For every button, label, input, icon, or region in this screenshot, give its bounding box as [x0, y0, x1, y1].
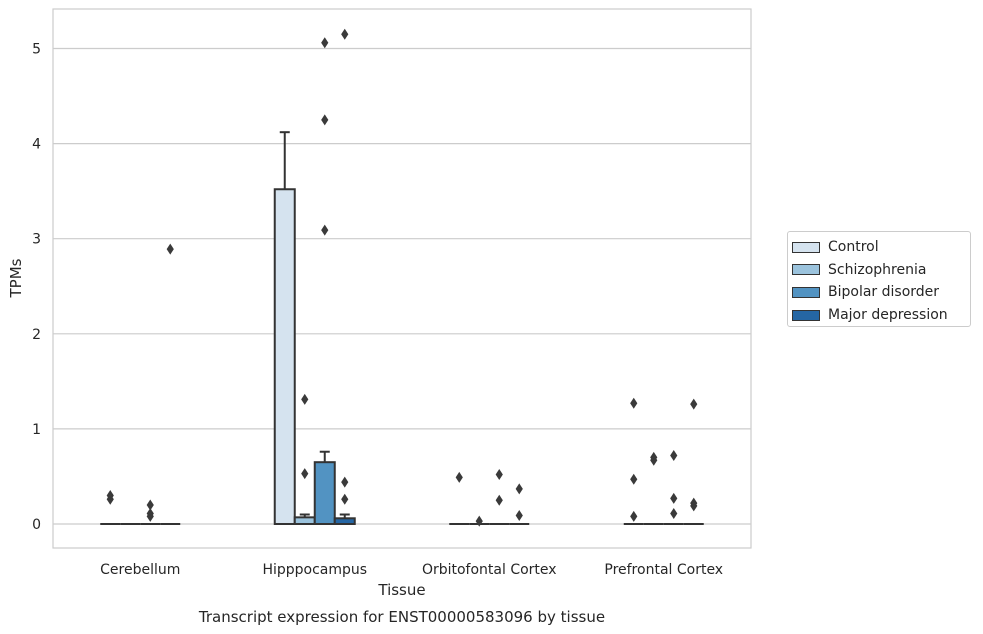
outlier-point [515, 509, 523, 521]
chart-title: Transcript expression for ENST0000058309… [198, 608, 605, 626]
bar [313, 461, 336, 525]
y-tick-label: 5 [32, 42, 41, 58]
outlier-point [670, 508, 678, 520]
outlier-point [495, 494, 503, 506]
legend: Control Schizophrenia Bipolar disorder Majo… [787, 231, 971, 327]
outlier-point [146, 499, 154, 511]
outlier-point [301, 393, 309, 405]
outlier-point [106, 493, 114, 505]
outlier-point [301, 468, 309, 480]
outlier-point [670, 492, 678, 504]
x-axis-label: Tissue [377, 581, 425, 599]
y-tick-label: 0 [32, 517, 41, 533]
outlier-point [670, 450, 678, 462]
outlier-point [321, 37, 329, 49]
legend-swatch [792, 264, 820, 276]
legend-swatch [792, 286, 820, 298]
outlier-point [166, 243, 174, 255]
outlier-point [690, 500, 698, 512]
outlier-point [321, 114, 329, 126]
y-tick-label: 3 [32, 232, 41, 248]
x-tick-label: Prefrontal Cortex [604, 562, 723, 578]
outlier-point [630, 510, 638, 522]
outlier-point [630, 397, 638, 409]
legend-label: Schizophrenia [828, 261, 927, 278]
outlier-point [341, 476, 349, 488]
outlier-point [146, 510, 154, 522]
x-tick-label: Cerebellum [100, 562, 180, 578]
bar [293, 516, 316, 526]
outlier-point [690, 398, 698, 410]
y-tick-label: 4 [32, 137, 41, 153]
y-axis-label: TPMs [7, 258, 25, 298]
x-tick-label: Orbitofontal Cortex [422, 562, 557, 578]
outlier-point [495, 469, 503, 481]
bar [333, 517, 356, 526]
legend-item: Schizophrenia [792, 259, 970, 282]
outlier-point [650, 454, 658, 466]
bar [273, 188, 296, 526]
outlier-point [630, 473, 638, 485]
outlier-point [455, 471, 463, 483]
legend-label: Control [828, 239, 879, 256]
outlier-point [341, 493, 349, 505]
outlier-point [341, 28, 349, 40]
outlier-point [515, 483, 523, 495]
legend-label: Bipolar disorder [828, 284, 940, 301]
x-tick-label: Hipppocampus [262, 562, 367, 578]
legend-label: Major depression [828, 307, 948, 324]
legend-swatch [792, 241, 820, 253]
y-tick-label: 1 [32, 422, 41, 438]
y-tick-label: 2 [32, 327, 41, 343]
outlier-point [321, 224, 329, 236]
outlier-point [475, 515, 483, 527]
legend-item: Control [792, 236, 970, 259]
legend-item: Major depression [792, 304, 970, 327]
plot-area [52, 8, 752, 549]
legend-item: Bipolar disorder [792, 281, 970, 304]
legend-swatch [792, 309, 820, 321]
